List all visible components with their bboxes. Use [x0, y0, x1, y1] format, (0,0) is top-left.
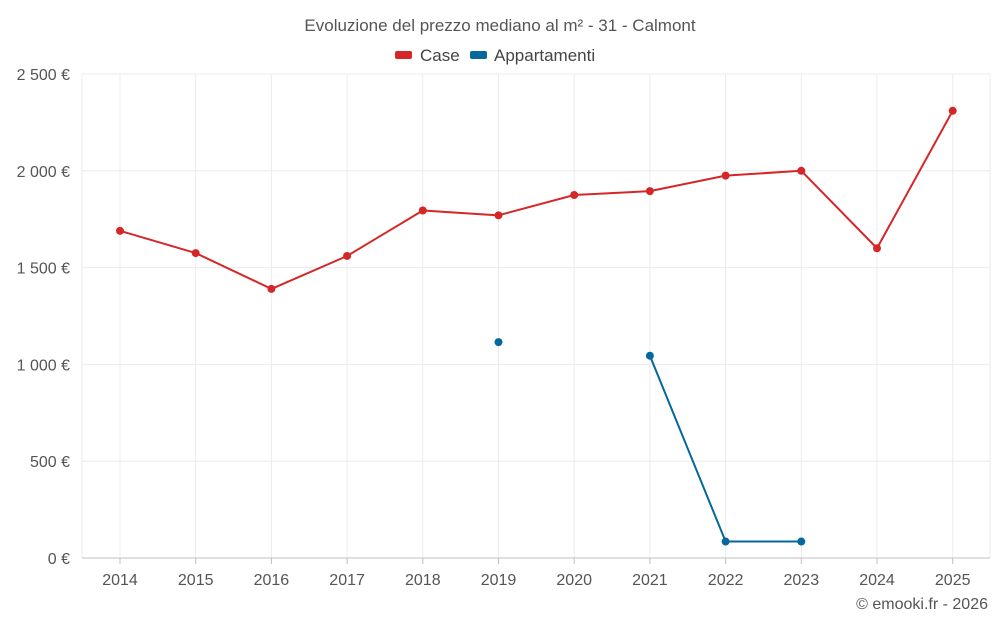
- x-axis-ticks: 2014 2015 2016 2017 2018 2019 2020 2021 2022 2023…: [102, 572, 970, 589]
- legend-item-appartamenti[interactable]: Appartamenti: [470, 46, 595, 65]
- x-tick-label: 2023: [784, 572, 820, 589]
- data-point-case: [116, 226, 124, 235]
- data-point-case: [267, 284, 276, 293]
- x-tick-label: 2015: [178, 572, 214, 589]
- y-tick-label: 2 000 €: [17, 164, 70, 181]
- data-point-appartamenti: [721, 537, 730, 546]
- data-point-appartamenti: [645, 351, 654, 360]
- data-point-appartamenti: [494, 338, 503, 347]
- legend-item-case[interactable]: Case: [395, 46, 460, 65]
- data-point-case: [948, 106, 957, 115]
- series: [116, 106, 957, 546]
- legend: Case Appartamenti: [395, 46, 595, 65]
- data-point-case: [191, 249, 200, 258]
- data-point-case: [797, 166, 806, 175]
- y-tick-label: 1 000 €: [17, 357, 70, 374]
- data-point-case: [343, 251, 352, 260]
- gridlines: [81, 73, 991, 558]
- data-point-case: [645, 187, 654, 196]
- legend-swatch-case: [395, 51, 412, 59]
- legend-label-case: Case: [420, 46, 460, 65]
- x-tick-label: 2019: [481, 572, 517, 589]
- series-case: [116, 106, 957, 293]
- data-point-appartamenti: [797, 537, 806, 546]
- credit-text: © emooki.fr - 2026: [856, 596, 988, 613]
- x-tick-label: 2025: [935, 572, 971, 589]
- x-tick-label: 2018: [405, 572, 441, 589]
- y-tick-label: 0 €: [48, 551, 70, 568]
- series-appartamenti: [494, 338, 806, 546]
- y-tick-label: 1 500 €: [17, 261, 70, 278]
- y-tick-label: 500 €: [30, 454, 70, 471]
- legend-swatch-appartamenti: [470, 51, 487, 59]
- x-tick-label: 2016: [254, 572, 290, 589]
- legend-label-appartamenti: Appartamenti: [494, 46, 595, 65]
- y-tick-label: 2 500 €: [17, 67, 70, 84]
- series-line-case: [119, 110, 954, 290]
- data-point-case: [873, 244, 881, 253]
- x-tick-label: 2014: [102, 572, 138, 589]
- x-tick-label: 2024: [859, 572, 895, 589]
- data-point-case: [721, 171, 730, 180]
- y-axis-ticks: 0 € 500 € 1 000 € 1 500 € 2 000 € 2 500 €: [17, 67, 70, 568]
- x-tick-label: 2020: [556, 572, 592, 589]
- axes: [82, 557, 990, 564]
- x-tick-label: 2021: [632, 572, 668, 589]
- data-point-case: [418, 206, 427, 215]
- data-point-case: [570, 191, 579, 199]
- x-tick-label: 2022: [708, 572, 744, 589]
- chart-title: Evoluzione del prezzo mediano al m² - 31…: [304, 16, 695, 35]
- x-tick-label: 2017: [329, 572, 365, 589]
- data-point-case: [494, 211, 503, 220]
